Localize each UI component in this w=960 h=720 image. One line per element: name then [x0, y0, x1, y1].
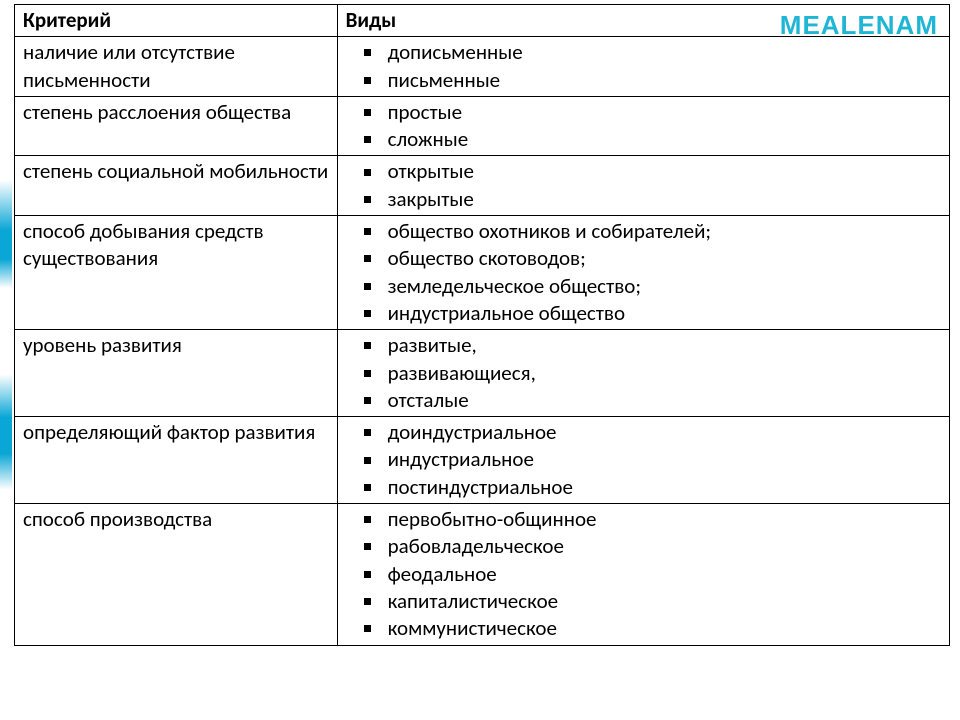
list-item: феодальное: [364, 561, 943, 588]
table-row: способ добывания средств существованияоб…: [15, 216, 950, 330]
list-item: дописьменные: [364, 39, 943, 66]
criterion-cell: способ производства: [15, 504, 338, 645]
list-item: индустриальное общество: [364, 300, 943, 327]
list-item: сложные: [364, 126, 943, 153]
list-item: коммунистическое: [364, 615, 943, 642]
types-cell: простыесложные: [337, 96, 949, 156]
table-row: степень расслоения обществапростыесложны…: [15, 96, 950, 156]
header-criterion: Критерий: [15, 5, 338, 37]
list-item: развивающиеся,: [364, 360, 943, 387]
list-item: земледельческое общество;: [364, 273, 943, 300]
types-list: дописьменныеписьменные: [346, 39, 943, 94]
types-cell: дописьменныеписьменные: [337, 37, 949, 97]
types-list: открытыезакрытые: [346, 158, 943, 213]
types-list: развитые,развивающиеся,отсталые: [346, 332, 943, 414]
table-header-row: Критерий Виды: [15, 5, 950, 37]
types-cell: открытыезакрытые: [337, 156, 949, 216]
criterion-cell: наличие или отсутствие письменности: [15, 37, 338, 97]
table-row: наличие или отсутствие письменностидопис…: [15, 37, 950, 97]
table-row: степень социальной мобильностиоткрытыеза…: [15, 156, 950, 216]
types-list: первобытно-общинноерабовладельческоефеод…: [346, 506, 943, 642]
types-cell: первобытно-общинноерабовладельческоефеод…: [337, 504, 949, 645]
types-cell: развитые,развивающиеся,отсталые: [337, 330, 949, 417]
table-row: способ производствапервобытно-общинноера…: [15, 504, 950, 645]
list-item: простые: [364, 99, 943, 126]
types-cell: доиндустриальноеиндустриальноепостиндуст…: [337, 417, 949, 504]
list-item: общество охотников и собирателей;: [364, 218, 943, 245]
list-item: письменные: [364, 67, 943, 94]
criterion-cell: степень социальной мобильности: [15, 156, 338, 216]
criteria-table: Критерий Виды наличие или отсутствие пис…: [14, 4, 950, 646]
list-item: открытые: [364, 158, 943, 185]
table-row: уровень развитияразвитые,развивающиеся,о…: [15, 330, 950, 417]
list-item: отсталые: [364, 387, 943, 414]
types-list: доиндустриальноеиндустриальноепостиндуст…: [346, 419, 943, 501]
criterion-cell: уровень развития: [15, 330, 338, 417]
types-cell: общество охотников и собирателей;обществ…: [337, 216, 949, 330]
criterion-cell: определяющий фактор развития: [15, 417, 338, 504]
list-item: закрытые: [364, 186, 943, 213]
list-item: капиталистическое: [364, 588, 943, 615]
list-item: общество скотоводов;: [364, 245, 943, 272]
criterion-cell: степень расслоения общества: [15, 96, 338, 156]
list-item: доиндустриальное: [364, 419, 943, 446]
table-row: определяющий фактор развитиядоиндустриал…: [15, 417, 950, 504]
list-item: постиндустриальное: [364, 474, 943, 501]
list-item: рабовладельческое: [364, 533, 943, 560]
criterion-cell: способ добывания средств существования: [15, 216, 338, 330]
list-item: индустриальное: [364, 446, 943, 473]
types-list: простыесложные: [346, 99, 943, 154]
left-accent-bar: [0, 0, 12, 720]
header-types: Виды: [337, 5, 949, 37]
types-list: общество охотников и собирателей;обществ…: [346, 218, 943, 327]
list-item: первобытно-общинное: [364, 506, 943, 533]
list-item: развитые,: [364, 332, 943, 359]
